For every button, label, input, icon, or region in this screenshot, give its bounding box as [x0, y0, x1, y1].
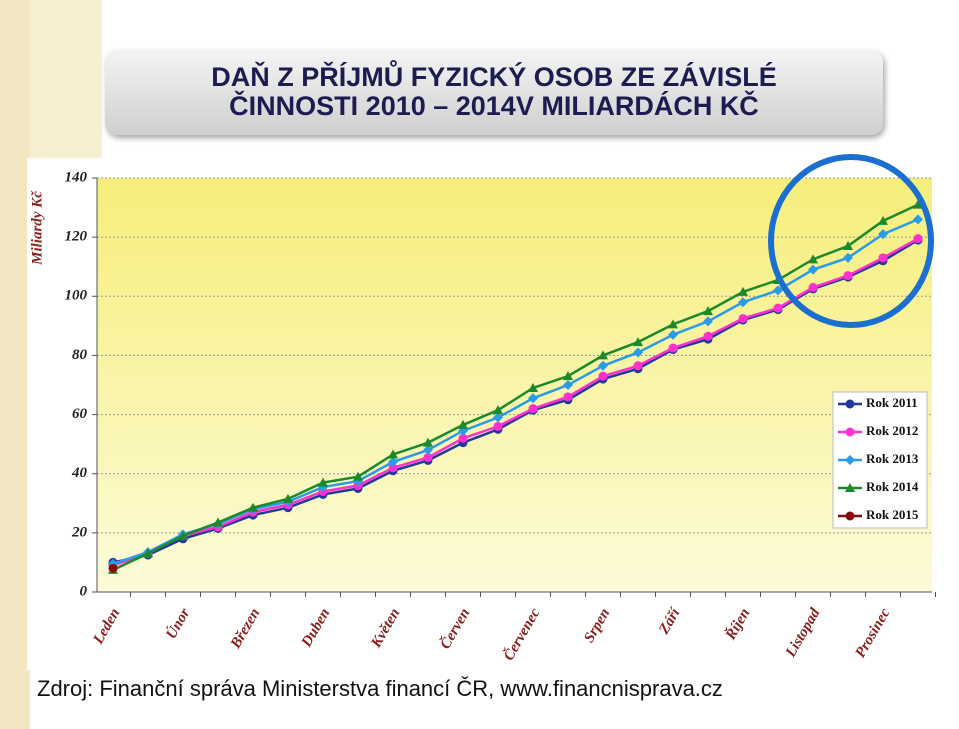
source: Zdroj: Finanční správa Ministerstva fina… [37, 676, 723, 701]
point [738, 313, 748, 323]
point [843, 241, 853, 251]
point [738, 297, 748, 308]
y-tick-label: 140 [65, 169, 88, 185]
point [913, 199, 923, 209]
point [703, 306, 713, 316]
legend-label: Rok 2011 [866, 395, 918, 410]
point [423, 445, 433, 456]
point [528, 393, 538, 404]
y-axis-label: Miliardy Kč [29, 190, 45, 266]
line [112, 239, 919, 564]
point [773, 285, 783, 296]
line [112, 237, 919, 567]
point [598, 371, 608, 381]
point [668, 319, 678, 329]
point [703, 331, 713, 341]
point [845, 455, 855, 465]
point [143, 548, 153, 558]
point [458, 419, 468, 429]
point [845, 483, 855, 492]
point [878, 253, 888, 263]
point [563, 392, 573, 402]
point [388, 463, 398, 473]
point [845, 427, 855, 437]
point [703, 316, 713, 327]
point [633, 361, 643, 371]
point [283, 493, 293, 503]
point [493, 405, 503, 415]
point [598, 350, 608, 360]
highlight-circle [768, 154, 934, 328]
point [528, 404, 538, 414]
point [913, 234, 923, 244]
point [845, 399, 855, 409]
y-tick-label: 40 [71, 465, 88, 481]
point [318, 477, 328, 487]
y-tick-label: 20 [71, 524, 88, 540]
point [493, 421, 503, 431]
point [353, 471, 363, 481]
point [493, 412, 503, 423]
point [633, 337, 643, 347]
y-tick-label: 100 [65, 288, 88, 304]
point [108, 563, 118, 573]
y-tick-label: 80 [72, 347, 88, 363]
point [913, 214, 923, 225]
side-strip [0, 0, 30, 729]
y-tick-label: 120 [65, 229, 88, 245]
point [773, 303, 783, 313]
y-tick-label: 60 [72, 406, 88, 422]
point [808, 264, 818, 275]
point [845, 511, 855, 521]
legend-label: Rok 2013 [866, 451, 919, 466]
point [843, 271, 853, 281]
point [878, 229, 888, 240]
point [563, 380, 573, 390]
y-tick-label: 0 [80, 583, 88, 599]
point [388, 456, 398, 467]
side-texture [30, 0, 102, 160]
chart-title: DAŇ Z PŘÍJMŮ FYZICKÝ OSOB ZE ZÁVISLÉ [211, 59, 777, 92]
chart-title: ČINNOSTI 2010 – 2014V MILIARDÁCH KČ [229, 90, 759, 121]
line [112, 203, 919, 571]
point [808, 282, 818, 292]
title-box [105, 50, 883, 135]
point [388, 449, 398, 459]
plot-area [97, 178, 932, 592]
point [248, 502, 258, 512]
point [458, 433, 468, 443]
point [213, 517, 223, 527]
point [668, 343, 678, 353]
point [738, 286, 748, 296]
point [528, 382, 538, 392]
point [423, 452, 433, 462]
point [633, 347, 643, 358]
point [178, 530, 188, 540]
point [563, 371, 573, 381]
legend-label: Rok 2012 [866, 423, 918, 438]
point [598, 360, 608, 371]
legend-label: Rok 2014 [866, 479, 919, 494]
point [808, 254, 818, 264]
point [843, 252, 853, 263]
point [878, 215, 888, 225]
point [423, 437, 433, 447]
point [668, 329, 678, 340]
legend-label: Rok 2015 [866, 507, 919, 522]
